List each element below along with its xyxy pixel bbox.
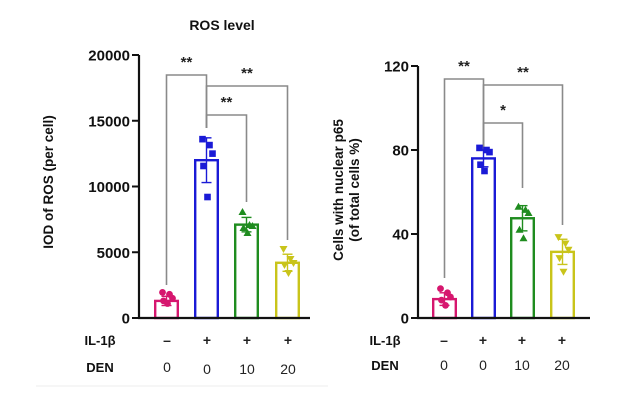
bar [233, 223, 259, 320]
ros-level-chart: ROS level IOD of ROS (per cell) 05000100… [41, 17, 310, 377]
nuclear-p65-chart: Cells with nuclear p65 (of total cells %… [331, 58, 590, 373]
data-point [289, 260, 298, 268]
data-point [280, 262, 289, 270]
significance-label: ** [517, 64, 529, 81]
condition-value: 0 [163, 359, 171, 375]
data-point [243, 229, 252, 237]
y-tick-label: 0 [122, 311, 130, 328]
data-point [164, 300, 171, 307]
y-ticks: 0 40 80 120 [384, 59, 418, 328]
data-point [204, 193, 211, 201]
data-point [206, 141, 213, 149]
condition-value: + [284, 332, 292, 348]
condition-value: + [479, 332, 487, 348]
bar [510, 217, 536, 320]
data-point [554, 234, 563, 242]
data-point [559, 268, 568, 276]
data-point [514, 202, 523, 210]
data-points [159, 135, 298, 307]
condition-value: – [440, 332, 448, 348]
significance-label: ** [241, 65, 253, 82]
data-point [476, 144, 483, 152]
data-point [519, 234, 528, 242]
condition-value: + [558, 332, 566, 348]
condition-row-label: IL-1β [369, 333, 400, 348]
data-point [248, 221, 257, 229]
condition-value: + [243, 332, 251, 348]
data-point [561, 240, 570, 248]
condition-row-label: DEN [371, 358, 398, 373]
y-axis-label: IOD of ROS (per cell) [41, 115, 56, 249]
condition-value: + [518, 332, 526, 348]
data-point [284, 270, 293, 278]
condition-value: 0 [440, 357, 448, 373]
significance-label: ** [458, 58, 470, 75]
axes [137, 55, 310, 320]
data-point [477, 161, 484, 168]
significance-bracket [482, 122, 524, 188]
data-point [199, 135, 206, 143]
condition-value: 0 [203, 361, 211, 377]
y-tick-label: 10000 [88, 179, 130, 196]
data-point [279, 245, 288, 253]
y-tick-label: 5000 [97, 245, 130, 262]
data-point [555, 255, 564, 263]
data-point [238, 208, 247, 216]
chart-title: ROS level [189, 17, 254, 33]
significance-brackets: ** ** ** [165, 54, 289, 285]
significance-label: ** [221, 94, 233, 111]
data-point [524, 209, 533, 216]
data-point [438, 296, 445, 304]
data-point [169, 294, 176, 302]
condition-table: IL-1β – + + + DEN 0 0 10 20 [84, 332, 296, 377]
y-axis-label-line-1: Cells with nuclear p65 [331, 119, 346, 261]
y-ticks: 0 5000 10000 15000 20000 [88, 48, 139, 328]
y-tick-label: 40 [392, 227, 409, 244]
bar [193, 158, 219, 320]
condition-table: IL-1β – + + + DEN 0 0 10 20 [369, 332, 570, 373]
axes [416, 66, 590, 320]
condition-value: 10 [239, 361, 255, 377]
data-point [159, 288, 166, 296]
data-points [437, 144, 573, 309]
data-point [286, 255, 295, 263]
y-tick-label: 20000 [88, 48, 130, 65]
significance-brackets: ** *** [443, 58, 564, 278]
data-point [515, 225, 524, 233]
y-tick-label: 80 [392, 143, 409, 160]
significance-bracket [205, 114, 248, 202]
condition-row-label: DEN [86, 360, 113, 375]
condition-value: 10 [514, 357, 530, 373]
bar [471, 157, 497, 320]
data-point [200, 162, 207, 170]
data-point [239, 224, 248, 232]
data-point [437, 285, 444, 292]
bars [432, 149, 576, 320]
data-point [486, 148, 493, 156]
condition-value: 20 [280, 361, 296, 377]
data-point [481, 167, 488, 175]
condition-value: 20 [554, 357, 570, 373]
condition-value: 0 [479, 357, 487, 373]
condition-value: – [163, 332, 171, 348]
y-tick-label: 120 [384, 59, 409, 76]
condition-row-label: IL-1β [84, 333, 115, 348]
bars [153, 137, 301, 320]
data-point [447, 293, 454, 301]
significance-label: * [500, 102, 506, 119]
data-point [209, 150, 216, 157]
y-tick-label: 15000 [88, 113, 130, 130]
significance-bracket [482, 84, 564, 225]
y-tick-label: 0 [401, 311, 409, 328]
significance-label: ** [181, 54, 193, 71]
y-axis-label-line-2: (of total cells %) [347, 138, 362, 242]
significance-bracket [205, 85, 289, 240]
data-point [564, 246, 573, 254]
condition-value: + [203, 332, 211, 348]
data-point [442, 302, 449, 309]
